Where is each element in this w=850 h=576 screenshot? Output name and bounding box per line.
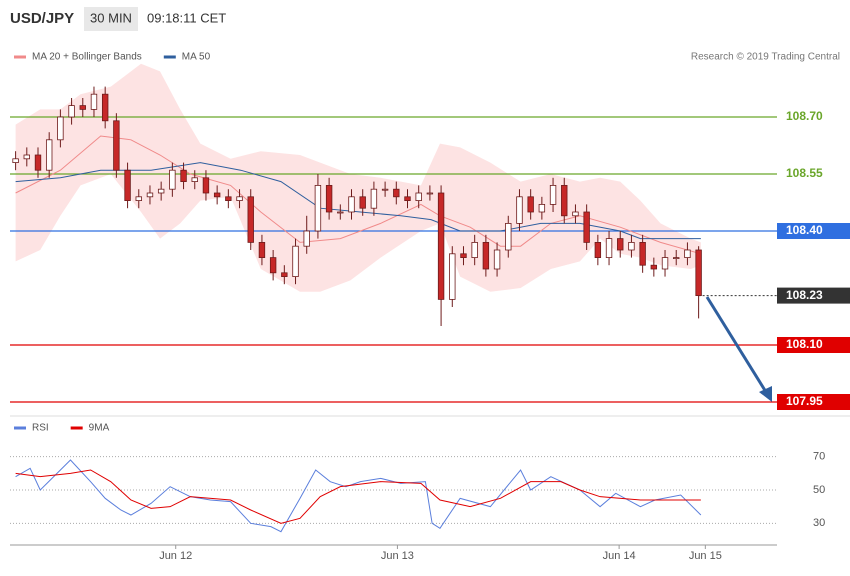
candle-body (79, 105, 86, 110)
level-label: 108.40 (786, 223, 823, 237)
candle-body (404, 196, 411, 202)
candle-body (247, 196, 254, 243)
level-label: 108.55 (786, 166, 823, 180)
candle-body (359, 196, 366, 209)
level-box (777, 223, 850, 239)
candle-body (68, 105, 75, 118)
candle-body (180, 169, 187, 182)
level-box (777, 337, 850, 353)
candle-body (348, 196, 355, 213)
candle-body (673, 257, 680, 260)
candle-body (191, 177, 198, 183)
candle-body (225, 196, 232, 202)
candle-body (101, 93, 109, 122)
candle-body (34, 154, 42, 171)
x-tick-label: Jun 14 (603, 550, 636, 562)
x-tick-label: Jun 13 (381, 550, 414, 562)
x-tick-label: Jun 12 (159, 550, 192, 562)
candle-body (516, 196, 523, 224)
candle-body (650, 264, 658, 270)
level-label: 108.70 (786, 109, 823, 123)
candle-body (639, 241, 646, 266)
y-tick-label: 70 (813, 451, 825, 463)
candle-body (617, 238, 624, 251)
interval-box (84, 7, 138, 31)
candle-body (661, 257, 669, 270)
bollinger-band (15, 63, 701, 292)
legend-label: RSI (32, 423, 49, 434)
candle-body (169, 169, 176, 190)
candle-body (314, 184, 322, 232)
candle-body (583, 211, 590, 243)
candle-body (90, 93, 98, 110)
candle-body (471, 241, 478, 258)
level-label: 107.95 (786, 394, 823, 408)
candle-body (449, 253, 456, 300)
candle-body (303, 230, 310, 247)
candle-body (124, 169, 131, 201)
candle-body (527, 196, 534, 213)
candle-body (281, 272, 288, 277)
candle-body (684, 249, 691, 258)
x-tick-label: Jun 15 (689, 550, 722, 562)
legend-label: MA 20 + Bollinger Bands (32, 52, 142, 63)
series-line (15, 469, 701, 524)
candle-body (605, 238, 613, 259)
candle-body (292, 245, 299, 277)
forecast-arrow (705, 296, 772, 402)
candle-body (146, 192, 154, 198)
candle-body (236, 196, 243, 202)
candle-body (269, 257, 277, 274)
level-box (777, 394, 850, 410)
candle-body (561, 184, 568, 217)
candle-body (325, 184, 333, 213)
candle-body (482, 241, 490, 270)
series-line (15, 135, 701, 255)
candle-body (157, 188, 165, 194)
candle-body (538, 203, 546, 213)
candle-body (57, 116, 64, 141)
candle-body (23, 154, 30, 160)
candle-body (213, 192, 221, 198)
candle-body (426, 192, 434, 195)
candle-body (12, 158, 19, 164)
candle-body (594, 241, 602, 258)
candle-body (113, 120, 120, 171)
candle-body (370, 188, 378, 209)
candle-body (45, 139, 53, 171)
candle-body (393, 188, 400, 198)
y-tick-label: 50 (813, 484, 825, 496)
level-label: 108.10 (786, 337, 823, 351)
candle-body (437, 192, 445, 300)
candle-body (381, 188, 389, 191)
candle-body (258, 241, 266, 258)
plot-layer: 108.70 108.55 108.40 108.23 108.10 107.95 MA 2… (10, 52, 850, 562)
level-box (777, 287, 850, 304)
candle-body (572, 211, 579, 217)
legend-label: MA 50 (182, 52, 211, 63)
y-tick-label: 30 (813, 517, 825, 529)
candle-body (415, 192, 422, 201)
candle-body (505, 222, 512, 251)
time: 09:18:11 CET (147, 10, 226, 25)
credit: Research © 2019 Trading Central (691, 52, 840, 63)
candle-body (695, 249, 702, 296)
legend-label: 9MA (89, 423, 110, 434)
candle-body (460, 253, 467, 259)
candle-body (202, 177, 210, 194)
candle-body (549, 184, 557, 205)
symbol: USD/JPY (10, 10, 74, 27)
candle-body (337, 211, 344, 214)
candle-body (135, 196, 142, 202)
interval: 30 MIN (90, 10, 132, 25)
level-label: 108.23 (786, 288, 823, 302)
candle-body (628, 241, 635, 251)
candle-body (493, 249, 501, 270)
